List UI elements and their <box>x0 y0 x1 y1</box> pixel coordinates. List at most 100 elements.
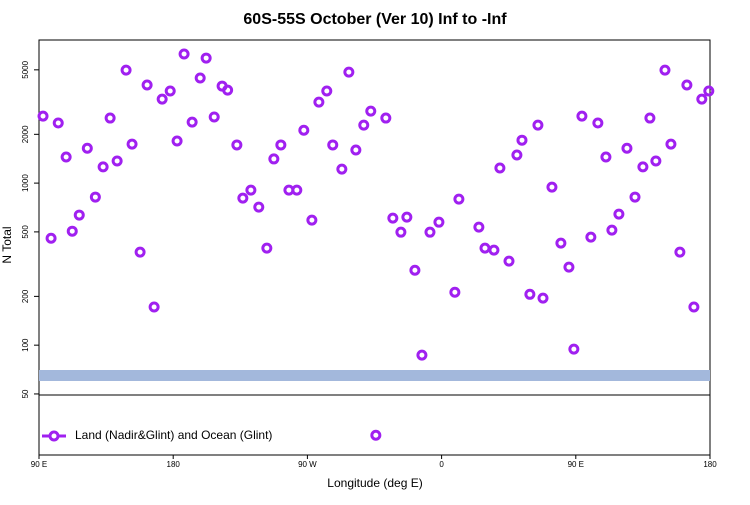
point <box>532 119 544 131</box>
point <box>387 212 399 224</box>
point <box>503 255 515 267</box>
point <box>60 151 72 163</box>
point <box>563 261 575 273</box>
point <box>629 191 641 203</box>
point <box>576 110 588 122</box>
y-tick-label: 2000 <box>21 125 30 143</box>
point <box>370 429 382 441</box>
point <box>261 242 273 254</box>
point <box>275 139 287 151</box>
point <box>45 232 57 244</box>
x-tick-label: 0 <box>439 460 444 469</box>
y-tick-label: 5000 <box>21 60 30 78</box>
point <box>164 85 176 97</box>
y-tick-label: 100 <box>21 338 30 352</box>
point <box>73 209 85 221</box>
point <box>621 142 633 154</box>
point <box>148 301 160 313</box>
point <box>89 191 101 203</box>
point <box>321 85 333 97</box>
x-tick-label: 90 E <box>31 460 47 469</box>
point <box>237 192 249 204</box>
point <box>365 105 377 117</box>
point <box>268 153 280 165</box>
point <box>592 117 604 129</box>
x-axis-label: Longitude (deg E) <box>327 476 422 490</box>
point <box>473 221 485 233</box>
point <box>644 112 656 124</box>
point <box>81 142 93 154</box>
point <box>516 134 528 146</box>
y-axis-label: N Total <box>0 226 14 263</box>
y-tick-label: 50 <box>21 389 30 398</box>
point <box>120 64 132 76</box>
point <box>688 301 700 313</box>
point <box>585 231 597 243</box>
point <box>126 138 138 150</box>
point <box>306 214 318 226</box>
point <box>424 226 436 238</box>
point <box>186 116 198 128</box>
point <box>134 246 146 258</box>
point <box>524 288 536 300</box>
point <box>416 349 428 361</box>
point <box>696 93 708 105</box>
point <box>546 181 558 193</box>
point <box>231 139 243 151</box>
point <box>222 84 234 96</box>
point <box>200 52 212 64</box>
point <box>245 184 257 196</box>
point <box>97 161 109 173</box>
point <box>665 138 677 150</box>
point <box>336 163 348 175</box>
x-tick-label: 180 <box>703 460 717 469</box>
point <box>194 72 206 84</box>
point <box>449 286 461 298</box>
point <box>488 244 500 256</box>
y-tick-label: 1000 <box>21 174 30 192</box>
point <box>568 343 580 355</box>
y-tick-label: 500 <box>21 225 30 239</box>
point <box>659 64 671 76</box>
point <box>494 162 506 174</box>
point <box>511 149 523 161</box>
point <box>104 112 116 124</box>
point <box>650 155 662 167</box>
point <box>537 292 549 304</box>
point <box>298 124 310 136</box>
point <box>674 246 686 258</box>
point <box>600 151 612 163</box>
x-tick-label: 90 W <box>298 460 317 469</box>
point <box>453 193 465 205</box>
point <box>555 237 567 249</box>
point <box>479 242 491 254</box>
chart-title: 60S-55S October (Ver 10) Inf to -Inf <box>243 11 507 28</box>
point <box>343 66 355 78</box>
legend-label: Land (Nadir&Glint) and Ocean (Glint) <box>75 428 272 442</box>
point <box>208 111 220 123</box>
point <box>350 144 362 156</box>
point <box>681 79 693 91</box>
y-tick-label: 200 <box>21 289 30 303</box>
x-tick-label: 180 <box>167 460 181 469</box>
point <box>637 161 649 173</box>
x-tick-label: 90 E <box>568 460 584 469</box>
point <box>37 110 49 122</box>
point <box>327 139 339 151</box>
point <box>156 93 168 105</box>
point <box>395 226 407 238</box>
band <box>39 370 710 381</box>
legend-marker <box>48 430 60 442</box>
point <box>606 224 618 236</box>
plot-frame <box>38 39 711 456</box>
point <box>141 79 153 91</box>
point <box>613 208 625 220</box>
point <box>291 184 303 196</box>
point <box>380 112 392 124</box>
point <box>178 48 190 60</box>
point <box>358 119 370 131</box>
point <box>401 211 413 223</box>
point <box>66 225 78 237</box>
point <box>409 264 421 276</box>
